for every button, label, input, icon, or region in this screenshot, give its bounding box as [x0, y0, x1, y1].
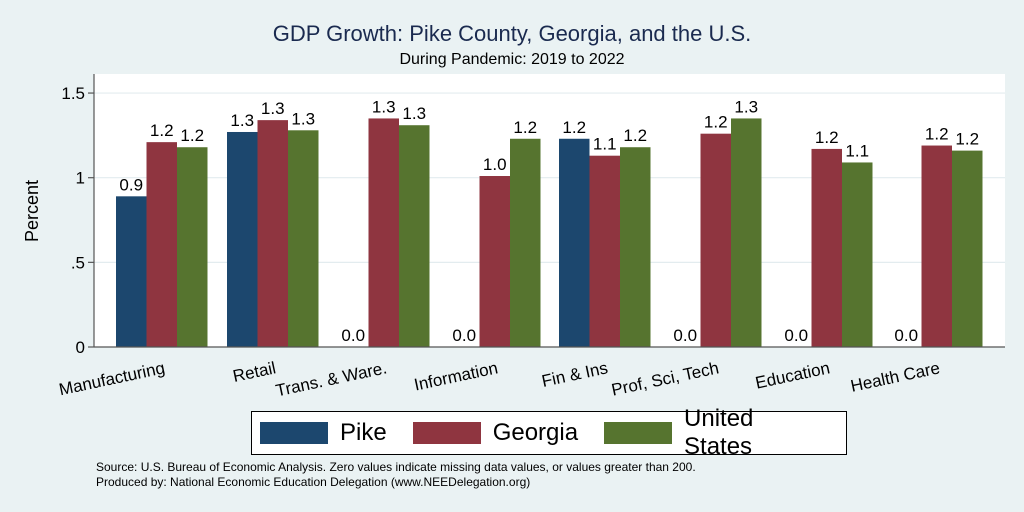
legend-label-united-states: United States: [684, 405, 754, 460]
legend-label-georgia: Georgia: [492, 419, 579, 446]
x-tick-label: Fin & Ins: [540, 358, 610, 391]
bar-value-label: 1.3: [402, 104, 426, 123]
y-ticks: 0 .5 1 1.5: [61, 84, 94, 357]
bar-united-states: [177, 147, 208, 347]
bars: [116, 118, 983, 347]
bar-united-states: [731, 118, 762, 347]
y-tick-label: 0: [76, 338, 85, 357]
bar-value-label: 1.3: [291, 109, 315, 128]
bar-value-label: 1.2: [955, 130, 979, 149]
bar-value-label: 1.3: [230, 111, 254, 130]
bar-georgia: [811, 148, 842, 347]
bar-georgia: [479, 176, 510, 347]
legend-label-pike: Pike: [340, 419, 387, 446]
bar-value-label: 1.1: [845, 141, 869, 160]
bar-value-label: 1.3: [734, 97, 758, 116]
bar-value-label: 1.2: [562, 118, 586, 137]
bar-georgia: [921, 145, 952, 347]
x-tick-label: Retail: [231, 358, 277, 386]
bar-value-label: 1.2: [925, 125, 949, 144]
legend-swatch-united-states: [604, 422, 673, 444]
bar-united-states: [399, 125, 430, 347]
bar-value-label: 1.2: [513, 118, 537, 137]
bar-value-label: 0.0: [784, 326, 808, 345]
x-tick-label: Prof, Sci, Tech: [610, 358, 721, 399]
x-tick-label: Manufacturing: [57, 358, 166, 399]
y-tick-label: 1.5: [61, 84, 85, 103]
bar-value-label: 1.2: [623, 126, 647, 145]
x-tick-label: Trans. & Ware.: [274, 358, 389, 400]
bar-united-states: [620, 147, 651, 347]
legend-item-united-states: United States: [604, 405, 846, 461]
legend-item-pike: Pike: [260, 419, 405, 447]
bar-value-label: 0.0: [452, 326, 476, 345]
bar-georgia: [700, 133, 731, 347]
bar-united-states: [842, 162, 873, 347]
bar-value-label: 1.3: [261, 99, 285, 118]
x-tick-label: Health Care: [849, 358, 942, 395]
source-note: Source: U.S. Bureau of Economic Analysis…: [96, 460, 696, 474]
bar-value-label: 1.2: [150, 121, 174, 140]
bar-pike: [227, 131, 258, 347]
bar-value-label: 0.0: [673, 326, 697, 345]
legend-item-georgia: Georgia: [412, 419, 596, 447]
bar-value-label: 1.0: [483, 155, 507, 174]
bar-united-states: [288, 130, 319, 347]
bar-georgia: [589, 155, 620, 347]
x-tick-label: Education: [754, 358, 832, 392]
y-tick-label: 1: [76, 169, 85, 188]
bar-labels: 0.9 1.2 1.2 1.3 1.3 1.3 0.0 1.3 1.3 0.0 1.0 1.2 1.2 1…: [119, 97, 979, 345]
bar-value-label: 1.2: [704, 113, 728, 132]
bar-georgia: [257, 120, 288, 347]
legend-swatch-pike: [260, 422, 328, 444]
bar-value-label: 1.2: [815, 128, 839, 147]
chart-title: GDP Growth: Pike County, Georgia, and th…: [272, 21, 752, 46]
y-tick-label: .5: [71, 253, 85, 272]
bar-georgia: [368, 118, 399, 347]
bar-value-label: 1.3: [372, 97, 396, 116]
legend-swatch-georgia: [412, 422, 481, 444]
bar-pike: [116, 196, 147, 347]
bar-value-label: 0.9: [119, 175, 143, 194]
bar-pike: [559, 138, 590, 347]
bar-united-states: [952, 150, 983, 347]
bar-georgia: [146, 142, 177, 347]
bar-united-states: [510, 138, 541, 347]
bar-value-label: 0.0: [894, 326, 918, 345]
x-tick-label: Information: [412, 358, 499, 394]
y-axis-label: Percent: [22, 180, 42, 242]
bar-value-label: 1.1: [593, 135, 617, 154]
bar-value-label: 1.2: [180, 126, 204, 145]
legend: Pike Georgia United States: [251, 405, 847, 460]
chart-subtitle: During Pandemic: 2019 to 2022: [399, 51, 625, 68]
produced-by-note: Produced by: National Economic Education…: [96, 475, 531, 489]
bar-value-label: 0.0: [341, 326, 365, 345]
